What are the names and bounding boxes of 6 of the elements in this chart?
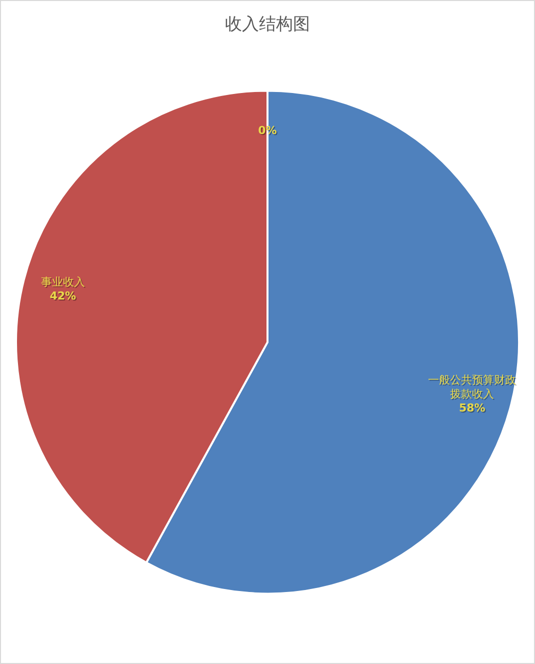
slice-label: 一般公共预算财政拨款收入 (428, 374, 516, 402)
text: 0% (258, 124, 277, 137)
chart-title: 收入结构图 (225, 14, 310, 35)
data-label: 42% (50, 290, 78, 304)
slice-label: 事业收入 (40, 276, 85, 289)
data-label: 58% (460, 402, 486, 416)
